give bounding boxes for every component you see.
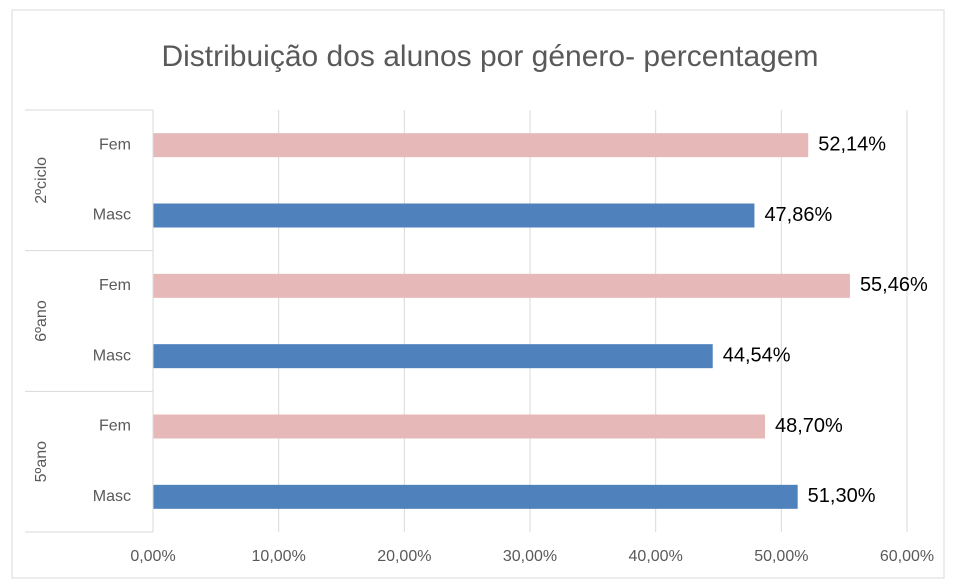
value-label: 52,14% <box>818 133 886 155</box>
value-label: 47,86% <box>764 204 832 226</box>
x-tick-label: 0,00% <box>130 548 175 565</box>
y-tick-label: Fem <box>99 418 131 435</box>
bar <box>153 273 850 298</box>
bar <box>153 344 713 369</box>
group-label: 5ºano <box>33 441 50 483</box>
x-tick-label: 30,00% <box>503 548 557 565</box>
bar <box>153 203 755 228</box>
x-tick-label: 10,00% <box>252 548 306 565</box>
y-tick-label: Fem <box>99 277 131 294</box>
value-label: 55,46% <box>860 274 928 296</box>
y-tick-label: Fem <box>99 136 131 153</box>
x-tick-label: 20,00% <box>377 548 431 565</box>
x-tick-label: 50,00% <box>754 548 808 565</box>
value-label: 48,70% <box>775 415 843 437</box>
y-tick-label: Masc <box>93 488 131 505</box>
x-tick-label: 40,00% <box>629 548 683 565</box>
y-tick-label: Masc <box>93 207 131 224</box>
group-label: 2ºciclo <box>33 157 50 204</box>
bar <box>153 414 765 439</box>
chart-title: Distribuição dos alunos por género- perc… <box>161 40 818 73</box>
bar <box>153 484 798 509</box>
group-label: 6ºano <box>33 300 50 342</box>
x-tick-label: 60,00% <box>880 548 934 565</box>
value-label: 51,30% <box>808 485 876 507</box>
value-label: 44,54% <box>723 344 791 366</box>
y-tick-label: Masc <box>93 347 131 364</box>
bar <box>153 133 809 158</box>
